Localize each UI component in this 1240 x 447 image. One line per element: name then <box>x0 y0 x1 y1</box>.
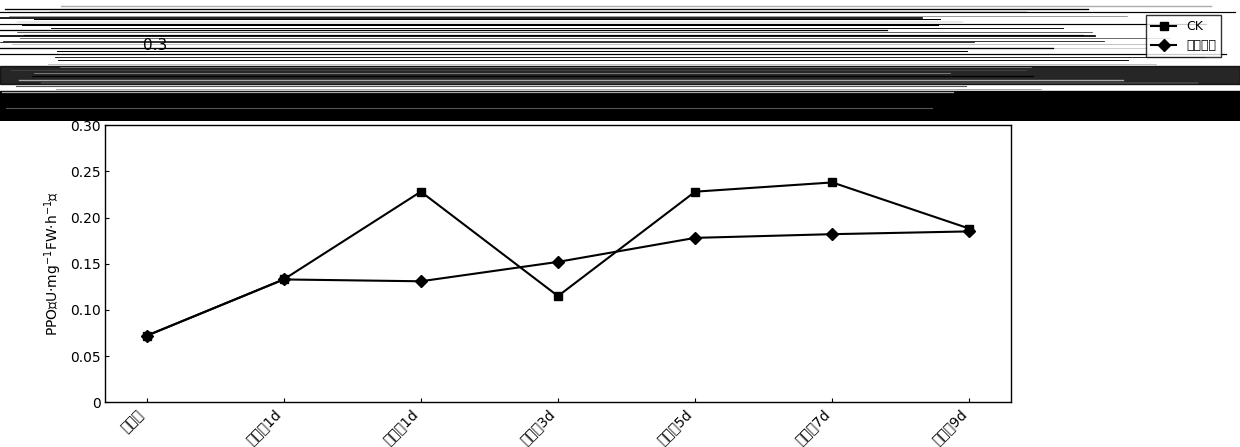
Line: 野菊多糖: 野菊多糖 <box>143 227 973 340</box>
野菊多糖 <box>688 235 703 240</box>
Line: CK: CK <box>143 178 973 340</box>
CK <box>277 277 291 282</box>
Text: 0.3: 0.3 <box>143 38 167 53</box>
野菊多糖 <box>825 232 839 237</box>
CK <box>551 293 565 299</box>
Bar <box>0 67 1240 84</box>
Y-axis label: PPO（U·mg$^{-1}$FW·h$^{-1}$）: PPO（U·mg$^{-1}$FW·h$^{-1}$） <box>42 191 64 336</box>
野菊多糖 <box>277 277 291 282</box>
Legend: CK, 野菊多糖: CK, 野菊多糖 <box>1146 15 1221 58</box>
CK <box>825 180 839 185</box>
野菊多糖 <box>139 333 154 338</box>
CK <box>688 189 703 194</box>
Bar <box>0 90 1240 121</box>
野菊多糖 <box>962 229 977 234</box>
CK <box>139 333 154 338</box>
野菊多糖 <box>413 278 428 284</box>
CK <box>962 226 977 231</box>
野菊多糖 <box>551 259 565 265</box>
CK <box>413 189 428 194</box>
